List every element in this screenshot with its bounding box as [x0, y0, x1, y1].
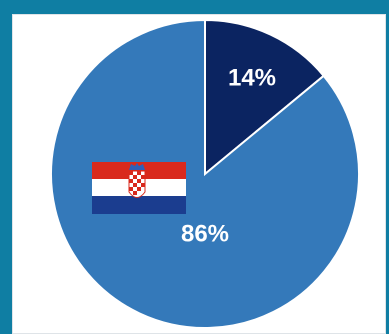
pie-labels: 14% 86% [181, 64, 276, 247]
pie-slice-1 [204, 18, 326, 177]
pie-slices [50, 18, 360, 329]
slice-label-2: 86% [181, 220, 229, 247]
croatia-flag-icon [92, 162, 186, 214]
flag-coat-of-arms-icon [128, 163, 146, 198]
flag-blue-stripe [92, 196, 186, 214]
slice-label-1: 14% [228, 64, 276, 91]
pie-slice-2 [50, 18, 360, 329]
